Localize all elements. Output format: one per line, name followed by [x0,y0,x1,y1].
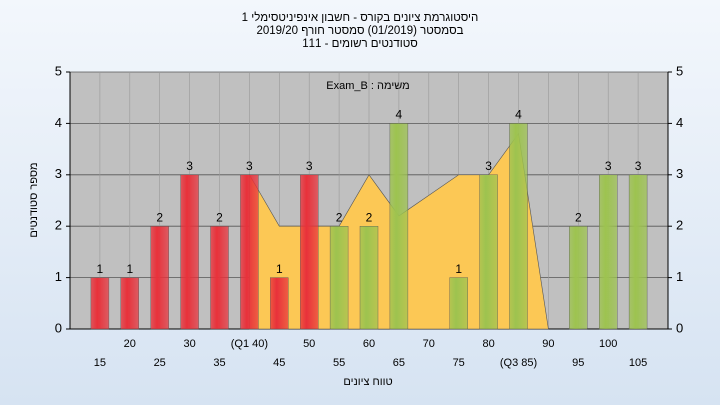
x-tick-label: 30 [183,338,195,350]
y2-tick-label: 0 [676,320,683,335]
value-label: 2 [366,210,373,224]
bar [270,277,289,330]
bar [359,225,379,330]
value-label: 2 [216,210,223,224]
y-tick-label: 3 [55,166,62,181]
x-tick-label: 100 [599,338,617,350]
bar [599,174,618,330]
x-tick-label: 55 [333,357,345,369]
x-tick-label: (Q1 40) [231,338,268,350]
x-tick-label: 90 [542,338,554,350]
x-tick-label: 35 [213,357,225,369]
bar [300,174,319,330]
y-tick-label: 2 [55,218,62,233]
chart-subtitle: סטודנטים רשומים - 111 [302,38,418,50]
x-tick-label: 95 [572,357,584,369]
x-axis-label: טווח ציונים [343,376,392,388]
x-tick-label: 65 [393,357,405,369]
x-tick-label: 15 [94,357,106,369]
y-tick-label: 0 [55,320,62,335]
bar [509,123,528,330]
y-tick-label: 5 [55,63,62,78]
value-label: 3 [485,159,492,173]
value-label: 3 [246,159,253,173]
y2-tick-label: 5 [676,63,683,78]
value-label: 2 [336,210,343,224]
chart-title: היסטוגרמת ציונים בקורס - חשבון אינפיניטס… [242,11,479,24]
x-tick-label: 45 [273,357,285,369]
x-tick-label: (Q3 85) [500,357,537,369]
x-tick-label: 50 [303,338,315,350]
bar [479,174,498,330]
y-tick-label: 1 [55,269,62,284]
bar [449,277,468,330]
x-tick-label: 25 [154,357,166,369]
x-tick-label: 20 [124,338,136,350]
value-label: 1 [276,262,283,276]
value-label: 2 [156,210,163,224]
bar [210,225,229,330]
bar [389,123,409,330]
value-label: 2 [575,210,582,224]
bar [569,225,588,330]
y-tick-label: 4 [55,115,62,130]
bar [329,225,349,330]
value-label: 3 [186,159,193,173]
value-label: 3 [605,159,612,173]
bar [240,174,259,330]
y2-tick-label: 4 [676,115,683,130]
y2-tick-label: 2 [676,218,683,233]
value-label: 1 [455,262,462,276]
bar [120,277,140,330]
value-label: 1 [126,262,133,276]
x-tick-label: 75 [453,357,465,369]
value-label: 4 [515,108,522,122]
bar [150,225,169,330]
annotation: משימה : Exam_B [326,80,409,92]
bar [628,174,648,330]
x-tick-label: 70 [423,338,435,350]
chart-subtitle: בסמסטר (01/2019) סמסטר חורף 2019/20 [256,25,463,37]
value-label: 4 [396,108,403,122]
y-axis-label: מספר סטודנטים [28,162,40,237]
bar [90,277,110,330]
bar [180,174,199,330]
y2-tick-label: 1 [676,269,683,284]
x-tick-label: 80 [482,338,494,350]
value-label: 3 [635,159,642,173]
x-tick-label: 105 [629,357,647,369]
x-tick-label: 60 [363,338,375,350]
value-label: 3 [306,159,313,173]
y2-tick-label: 3 [676,166,683,181]
value-label: 1 [97,262,104,276]
